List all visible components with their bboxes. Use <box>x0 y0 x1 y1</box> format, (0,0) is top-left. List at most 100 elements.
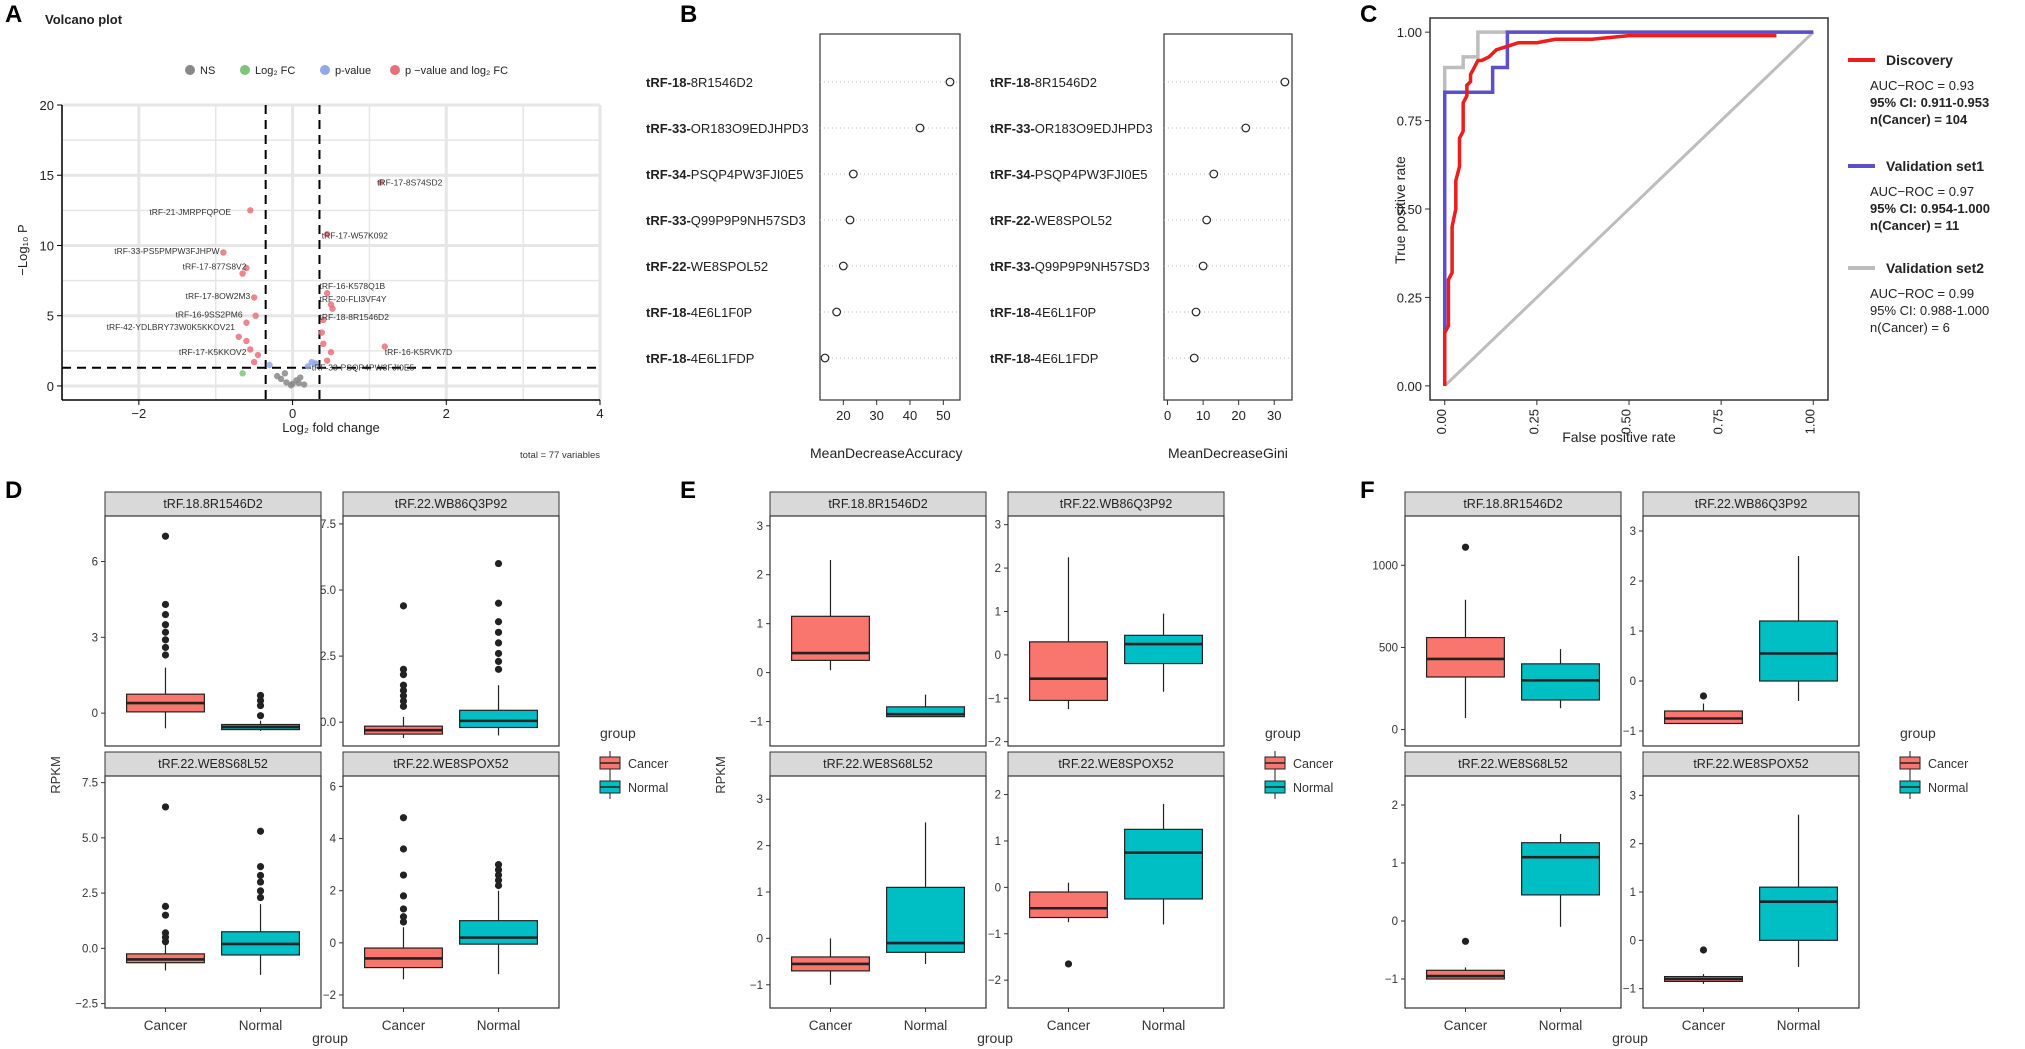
facet-x-tick-label: Cancer <box>1047 1018 1091 1033</box>
facet-x-tick-label: Normal <box>239 1018 283 1033</box>
facet-plot-frame <box>342 775 560 1009</box>
importance-point <box>820 353 830 363</box>
roc-y-tick-label: 0.00 <box>1397 379 1422 394</box>
facet-strip <box>1404 751 1622 777</box>
box-normal <box>1521 663 1601 701</box>
facet-title: tRF.22.WB86Q3P92 <box>395 497 508 511</box>
facet-strip <box>1007 491 1225 517</box>
volcano-point-label: tRF-17-8OW2M3 <box>186 291 251 301</box>
facet-y-tick-label: 500 <box>1379 642 1398 654</box>
facet-title: tRF.22.WE8S68L52 <box>158 757 268 771</box>
roc-legend-label-validation1: Validation set1 <box>1886 158 1984 174</box>
importance-point <box>848 169 858 179</box>
box-legend-label-normal: Normal <box>1293 781 1333 795</box>
facet-y-tick-label: 7.5 <box>82 778 98 790</box>
box-outlier <box>399 692 408 700</box>
facet-y-tick-label: 7.5 <box>320 519 336 531</box>
facet-y-tick-label: 3 <box>995 520 1001 532</box>
panel-label-C: C <box>1360 1 1377 28</box>
facet-title: tRF.22.WB86Q3P92 <box>1695 497 1808 511</box>
roc-legend-metric: 95% CI: 0.911-0.953 <box>1870 95 1989 110</box>
volcano-point-both <box>323 231 331 238</box>
box-outlier <box>256 696 265 705</box>
facet-y-tick-label: 0 <box>995 650 1001 662</box>
importance-x-tick-label: 40 <box>903 408 917 423</box>
importance-x-tick-label: 50 <box>936 408 950 423</box>
box-legend-title: group <box>600 725 636 741</box>
volcano-point-label: tRF-21-JMRPFQPOE <box>149 207 231 217</box>
facet-y-tick-label: 0 <box>1630 935 1636 947</box>
facet-title: tRF.22.WE8S68L52 <box>823 757 933 771</box>
facet-y-tick-label: 0 <box>1392 916 1398 928</box>
volcano-point-label: tRF-16-K578Q1B <box>319 281 385 291</box>
facet-y-tick-label: 3 <box>757 794 763 806</box>
facet-title: tRF.22.WE8SPOX52 <box>1058 757 1173 771</box>
box-outlier <box>399 681 408 689</box>
facet-y-tick-label: 2 <box>1630 839 1636 851</box>
box-outlier <box>399 918 408 926</box>
facet-title: tRF.18.8R1546D2 <box>163 497 262 511</box>
facet-y-tick-label: 4 <box>330 834 337 846</box>
importance-x-tick-label: 10 <box>1196 408 1210 423</box>
box-outlier <box>399 845 408 853</box>
importance-feature-label: tRF-18-4E6L1FDP <box>646 351 754 366</box>
importance-feature-prefix: tRF-18- <box>990 305 1035 320</box>
volcano-point-both <box>327 349 335 356</box>
volcano-point-both <box>250 358 258 366</box>
importance-feature-id: Q99P9P9NH57SD3 <box>1035 259 1150 274</box>
box-outlier <box>494 665 503 673</box>
facet-y-tick-label: 2 <box>330 886 336 898</box>
volcano-point-both <box>247 346 254 353</box>
box-legend-label-cancer: Cancer <box>628 757 668 771</box>
volcano-point-pvalue <box>266 361 273 369</box>
roc-legend-metric: n(Cancer) = 6 <box>1870 320 1950 335</box>
importance-feature-label: tRF-33-Q99P9P9NH57SD3 <box>990 259 1150 274</box>
facet-y-tick-label: 1 <box>1630 626 1636 638</box>
box-y-label: RPKM <box>713 756 728 794</box>
box-outlier <box>1699 946 1708 954</box>
facet-strip <box>104 751 322 777</box>
box-outlier <box>399 702 408 710</box>
facet-y-tick-label: 2 <box>757 570 763 582</box>
roc-x-tick-label: 1.00 <box>1803 409 1818 434</box>
facet-strip <box>769 491 987 517</box>
volcano-y-tick-label: 10 <box>40 238 54 253</box>
facet-y-tick-label: −2 <box>988 737 1001 749</box>
volcano-y-tick-label: 20 <box>40 98 54 113</box>
box-outlier <box>494 876 503 884</box>
facet-y-tick-label: −1 <box>1623 984 1636 996</box>
roc-curve-validation2 <box>1442 30 1814 386</box>
box-outlier <box>161 911 170 919</box>
importance-feature-label: tRF-18-4E6L1F0P <box>646 305 752 320</box>
facet-strip <box>1642 751 1860 777</box>
facet-title: tRF.22.WE8SPOX52 <box>393 757 508 771</box>
box-legend-label-cancer: Cancer <box>1293 757 1333 771</box>
roc-x-tick-label: 0.50 <box>1618 409 1633 434</box>
facet-y-tick-label: 6 <box>92 556 98 568</box>
box-outlier <box>494 881 503 890</box>
panel-label-D: D <box>5 477 22 504</box>
box-outlier <box>399 665 408 673</box>
box-outlier <box>399 814 408 822</box>
importance-feature-prefix: tRF-33- <box>646 121 691 136</box>
facet-y-tick-label: 3 <box>757 521 763 533</box>
roc-diagonal <box>1443 31 1815 387</box>
importance-feature-id: 4E6L1FDP <box>691 351 755 366</box>
box-outlier <box>1064 960 1073 968</box>
importance-x-label: MeanDecreaseGini <box>1168 445 1288 461</box>
box-cancer <box>1425 636 1505 678</box>
panel-label-B: B <box>680 1 697 28</box>
volcano-point-both <box>323 290 331 297</box>
facet-y-tick-label: 1 <box>757 619 763 631</box>
volcano-x-tick-label: −2 <box>131 406 146 421</box>
box-y-label: RPKM <box>48 756 63 794</box>
facet-y-tick-label: −1 <box>750 980 763 992</box>
importance-feature-id: PSQP4PW3FJI0E5 <box>1035 167 1148 182</box>
volcano-y-tick-label: 5 <box>47 309 54 324</box>
box-outlier <box>494 639 503 647</box>
box-outlier <box>399 905 408 913</box>
box-outlier <box>494 559 503 568</box>
volcano-point-both <box>320 316 327 324</box>
importance-feature-label: tRF-33-Q99P9P9NH57SD3 <box>646 213 806 228</box>
